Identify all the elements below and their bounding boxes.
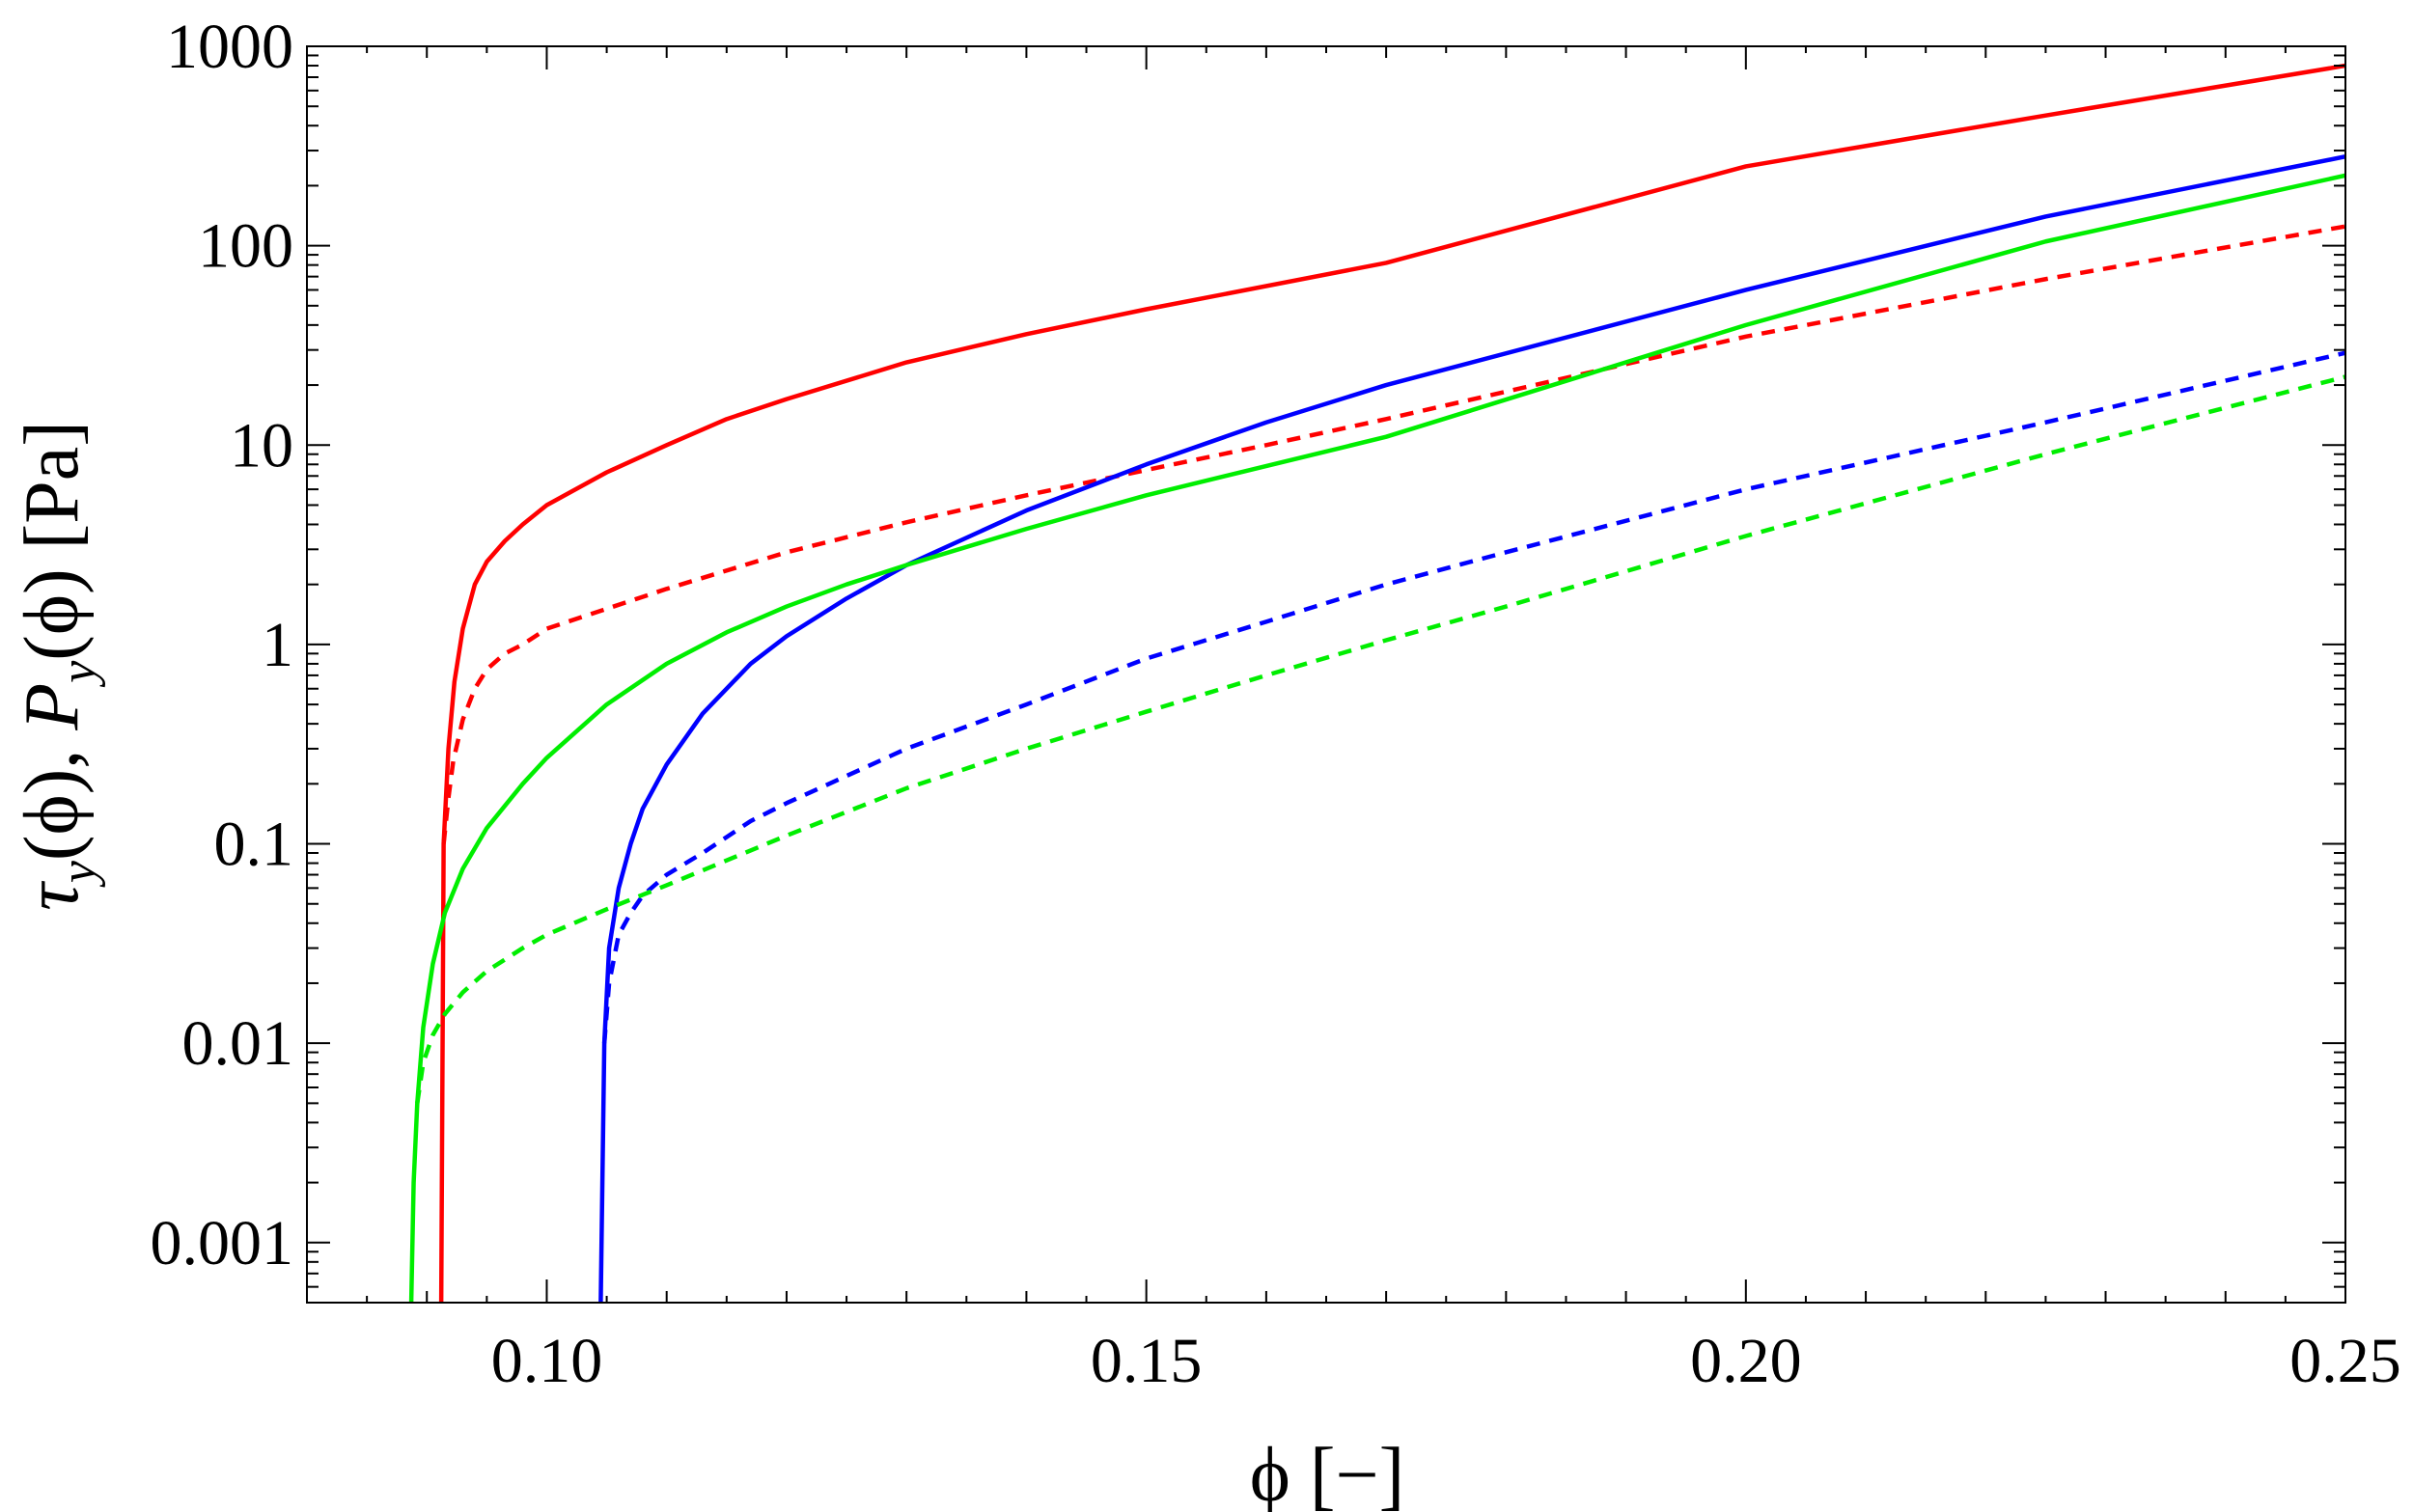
series-2-dashed-line xyxy=(441,224,2345,844)
y-tick-label: 0.001 xyxy=(151,1208,294,1278)
y-tick-label: 1000 xyxy=(166,12,293,82)
x-tick-labels: 0.10 0.15 0.20 0.25 xyxy=(491,1326,2401,1396)
y-axis-label-p-arg: (ϕ) [Pa] xyxy=(10,421,95,661)
series-3-solid-line xyxy=(598,154,2345,1303)
y-tick-label: 100 xyxy=(198,211,293,282)
y-axis-label-p-sub: y xyxy=(51,660,106,688)
y-axis-label-tau-arg: (ϕ), xyxy=(10,730,95,861)
ticks-layer xyxy=(306,45,2346,1304)
x-tick-label: 0.20 xyxy=(1690,1326,1802,1396)
series-layer xyxy=(408,63,2345,1303)
series-5-solid-line xyxy=(408,173,2345,1303)
x-tick-label: 0.25 xyxy=(2289,1326,2401,1396)
x-axis-label: ϕ [−] xyxy=(1250,1433,1405,1512)
plot-frame xyxy=(306,45,2346,1304)
y-axis-label-tau-sub: y xyxy=(51,860,106,888)
y-axis-label-p: P xyxy=(10,683,95,731)
y-tick-label: 10 xyxy=(230,410,293,481)
series-1-solid-line xyxy=(438,63,2345,1303)
series-6-dashed-line xyxy=(415,374,2345,1104)
series-4-dashed-line xyxy=(601,350,2345,1044)
y-tick-label: 1 xyxy=(262,610,293,680)
y-tick-label: 0.1 xyxy=(214,810,294,880)
x-tick-label: 0.15 xyxy=(1091,1326,1203,1396)
y-tick-labels: 0.001 0.01 0.1 1 10 100 1000 xyxy=(151,12,294,1278)
x-tick-label: 0.10 xyxy=(491,1326,603,1396)
y-axis-label: τy(ϕ), Py(ϕ) [Pa] xyxy=(10,421,106,911)
y-tick-label: 0.01 xyxy=(182,1008,294,1079)
y-axis-label-tau: τ xyxy=(10,880,95,911)
